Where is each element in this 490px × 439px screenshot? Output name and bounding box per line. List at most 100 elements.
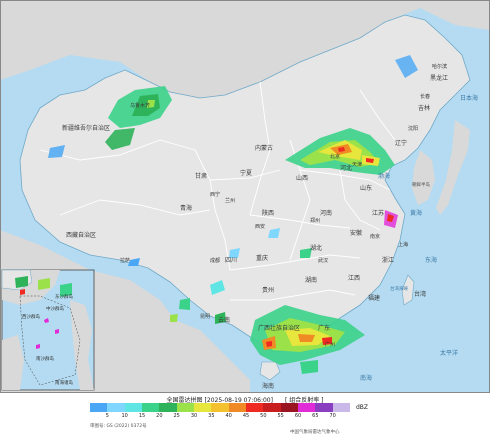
label-guangzhou: 广州 (325, 341, 335, 348)
label-taipingyang: 太平洋 (440, 349, 458, 357)
colorbar-unit: dBZ (356, 404, 369, 411)
colorbar-swatch (263, 403, 281, 412)
label-korea: 朝鲜半岛 (412, 181, 430, 188)
hainan (259, 361, 281, 381)
label-xinjiang: 新疆维吾尔自治区 (62, 124, 110, 132)
label-jiangxi: 江西 (348, 275, 360, 282)
legend-product: [ 组合反射率 ] (284, 397, 324, 404)
label-hainan: 海南 (262, 382, 274, 390)
label-tianjin: 天津 (352, 161, 362, 168)
colorbar-tick-label: 40 (225, 413, 232, 419)
label-jiangsu: 江苏 (372, 209, 384, 217)
japan (436, 120, 470, 215)
label-lasa: 拉萨 (120, 257, 130, 264)
label-lanzhou: 兰州 (225, 197, 235, 204)
label-shenyang: 沈阳 (408, 125, 418, 132)
label-ribenhai: 日本海 (460, 94, 478, 102)
taiwan (401, 274, 415, 306)
colorbar-swatch (297, 403, 316, 412)
label-donghai: 东海 (425, 256, 437, 264)
label-kunming: 昆明 (200, 314, 210, 320)
label-liaoning: 辽宁 (395, 139, 407, 147)
label-guangxi: 广西壮族自治区 (258, 324, 300, 332)
label-hunan: 湖南 (305, 276, 317, 284)
label-anhui: 安徽 (350, 229, 362, 237)
colorbar-tick-label: 10 (121, 413, 128, 419)
colorbar-tick-label: 60 (294, 413, 302, 419)
colorbar-swatch (124, 403, 142, 412)
label-xizang: 西藏自治区 (66, 231, 96, 239)
radar-echoes (15, 55, 418, 374)
label-hubei: 湖北 (310, 244, 322, 252)
inset-dongsha: 东沙群岛 (55, 293, 73, 300)
colorbar-swatch (228, 403, 246, 412)
colorbar-swatch (176, 403, 194, 412)
colorbar-ticks: 5 10 15 20 25 30 35 40 45 50 55 60 65 70 (90, 413, 350, 421)
colorbar-swatch (90, 403, 108, 412)
credit-text: 中国气象局雷达气象中心 (290, 430, 340, 435)
inset-xisha: 西沙群岛 (22, 313, 40, 320)
label-nanhai: 南海 (360, 374, 372, 382)
colorbar-swatch (211, 403, 229, 412)
label-changchun: 长春 (420, 93, 430, 100)
inset-nansha: 南沙群岛 (36, 355, 54, 362)
label-bohai: 渤海 (378, 172, 390, 180)
label-wuhan: 武汉 (318, 257, 328, 264)
colorbar-swatch (159, 403, 177, 412)
label-shandong: 山东 (360, 184, 372, 192)
colorbar-swatch (245, 403, 264, 412)
label-qinghai: 青海 (180, 204, 192, 212)
label-wulumuqi: 乌鲁木齐 (130, 102, 150, 109)
region-labels: 新疆维吾尔自治区 西藏自治区 青海 甘肃 内蒙古 宁夏 陕西 山西 河北 辽宁 … (62, 63, 448, 390)
label-shaanxi: 陕西 (262, 209, 274, 217)
inset-labels: 南海诸岛 中沙群岛 西沙群岛 南沙群岛 东沙群岛 (22, 293, 73, 386)
colorbar-swatch (107, 403, 125, 412)
legend-title: 全国雷达拼图 (166, 397, 203, 404)
foreign-land-north (0, 0, 490, 98)
review-number: 审图号: GS (2022) 0372号 (90, 424, 147, 429)
korea-peninsula (412, 150, 435, 205)
colorbar-tick-label: 25 (173, 413, 180, 419)
label-gansu: 甘肃 (195, 172, 207, 180)
sea-labels: 渤海 黄海 东海 南海 太平洋 日本海 台湾海峡 朝鲜半岛 (360, 94, 478, 382)
label-shanxi: 山西 (296, 174, 308, 182)
label-chengdu: 成都 (210, 257, 220, 264)
label-hebei: 河北 (340, 164, 352, 172)
colorbar-tick-label: 45 (242, 413, 250, 419)
colorbar-tick-label: 15 (138, 413, 146, 419)
colorbar-swatch (141, 403, 160, 412)
label-taiwan: 台湾 (414, 290, 426, 298)
colorbar-tick-label: 35 (208, 413, 215, 419)
colorbar-tick-label: 55 (277, 413, 284, 419)
inset-title: 南海诸岛 (55, 379, 73, 386)
label-heilongjiang: 黑龙江 (430, 74, 448, 82)
label-beijing: 北京 (330, 153, 340, 160)
label-guizhou: 贵州 (262, 286, 274, 294)
colorbar-swatch (315, 403, 333, 412)
label-haerbin: 哈尔滨 (432, 63, 447, 70)
label-chongqing: 重庆 (256, 254, 268, 262)
label-taiwan-strait: 台湾海峡 (390, 285, 408, 292)
colorbar-tick-label: 50 (260, 413, 267, 419)
label-zhejiang: 浙江 (382, 256, 394, 264)
colorbar-swatch (332, 403, 350, 412)
label-huanghai: 黄海 (410, 209, 422, 217)
label-jilin: 吉林 (418, 104, 430, 112)
label-sichuan: 四川 (225, 257, 237, 264)
colorbar-legend: 全国雷达拼图 [2025-08-19 07:06:00] [ 组合反射率 ] 5 10… (0, 393, 490, 439)
colorbar-swatch (193, 403, 212, 412)
label-ningxia: 宁夏 (240, 169, 252, 177)
label-xining: 西宁 (210, 191, 220, 198)
label-yunnan: 云南 (218, 316, 230, 324)
colorbar-tick-label: 70 (329, 413, 336, 419)
inset-zhongsha: 中沙群岛 (46, 305, 64, 312)
label-guangdong: 广东 (318, 324, 330, 332)
label-fujian: 福建 (368, 294, 380, 302)
colorbar-tick-label: 5 (105, 413, 109, 419)
label-zhengzhou: 郑州 (310, 217, 320, 224)
colorbar-tick-label: 20 (156, 413, 163, 419)
radar-map[interactable]: 新疆维吾尔自治区 西藏自治区 青海 甘肃 内蒙古 宁夏 陕西 山西 河北 辽宁 … (0, 0, 490, 393)
label-henan: 河南 (320, 209, 332, 217)
colorbar (90, 403, 350, 412)
